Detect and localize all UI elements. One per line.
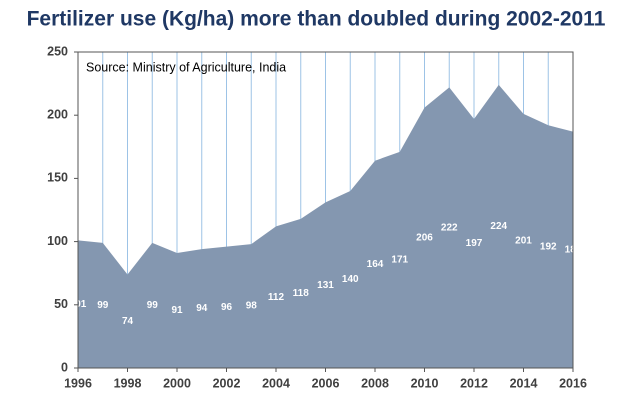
data-label: 98 <box>246 301 258 312</box>
x-tick-label: 1996 <box>64 376 92 390</box>
data-label: 197 <box>466 238 483 249</box>
x-tick-label: 2006 <box>312 376 340 390</box>
x-tick-label: 2002 <box>213 376 241 390</box>
y-tick-label: 100 <box>47 234 68 248</box>
data-label: 164 <box>367 259 384 270</box>
y-tick-label: 150 <box>47 171 68 185</box>
x-tick-label: 2000 <box>163 376 191 390</box>
x-tick-label: 2004 <box>262 376 290 390</box>
x-tick-label: 2014 <box>510 376 538 390</box>
area <box>78 84 573 368</box>
data-label: 140 <box>342 274 359 285</box>
data-label: 118 <box>293 288 310 299</box>
x-tick-label: 2016 <box>559 376 587 390</box>
data-label: 99 <box>97 300 109 311</box>
y-tick-label: 250 <box>47 44 68 58</box>
data-label: 91 <box>171 305 183 316</box>
data-label: 101 <box>70 299 87 310</box>
x-tick-label: 2008 <box>361 376 389 390</box>
data-label: 94 <box>196 303 208 314</box>
data-label: 187 <box>565 244 582 255</box>
data-label: 192 <box>540 241 557 252</box>
data-label: 206 <box>416 232 433 243</box>
data-label: 96 <box>221 302 233 313</box>
y-tick-label: 200 <box>47 107 68 121</box>
data-label: 201 <box>515 236 532 247</box>
data-label: 74 <box>122 316 134 327</box>
annotation: Source: Ministry of Agriculture, India <box>86 60 286 74</box>
data-label: 99 <box>147 300 159 311</box>
data-label: 171 <box>391 255 408 266</box>
x-tick-label: 2010 <box>411 376 439 390</box>
y-tick-label: 50 <box>54 297 68 311</box>
data-label: 131 <box>317 280 334 291</box>
data-label: 222 <box>441 222 458 233</box>
data-label: 112 <box>268 292 285 303</box>
y-tick-label: 0 <box>61 360 68 374</box>
x-tick-label: 2012 <box>460 376 488 390</box>
x-tick-label: 1998 <box>114 376 142 390</box>
data-label: 224 <box>490 221 507 232</box>
chart-title: Fertilizer use (Kg/ha) more than doubled… <box>27 8 606 31</box>
